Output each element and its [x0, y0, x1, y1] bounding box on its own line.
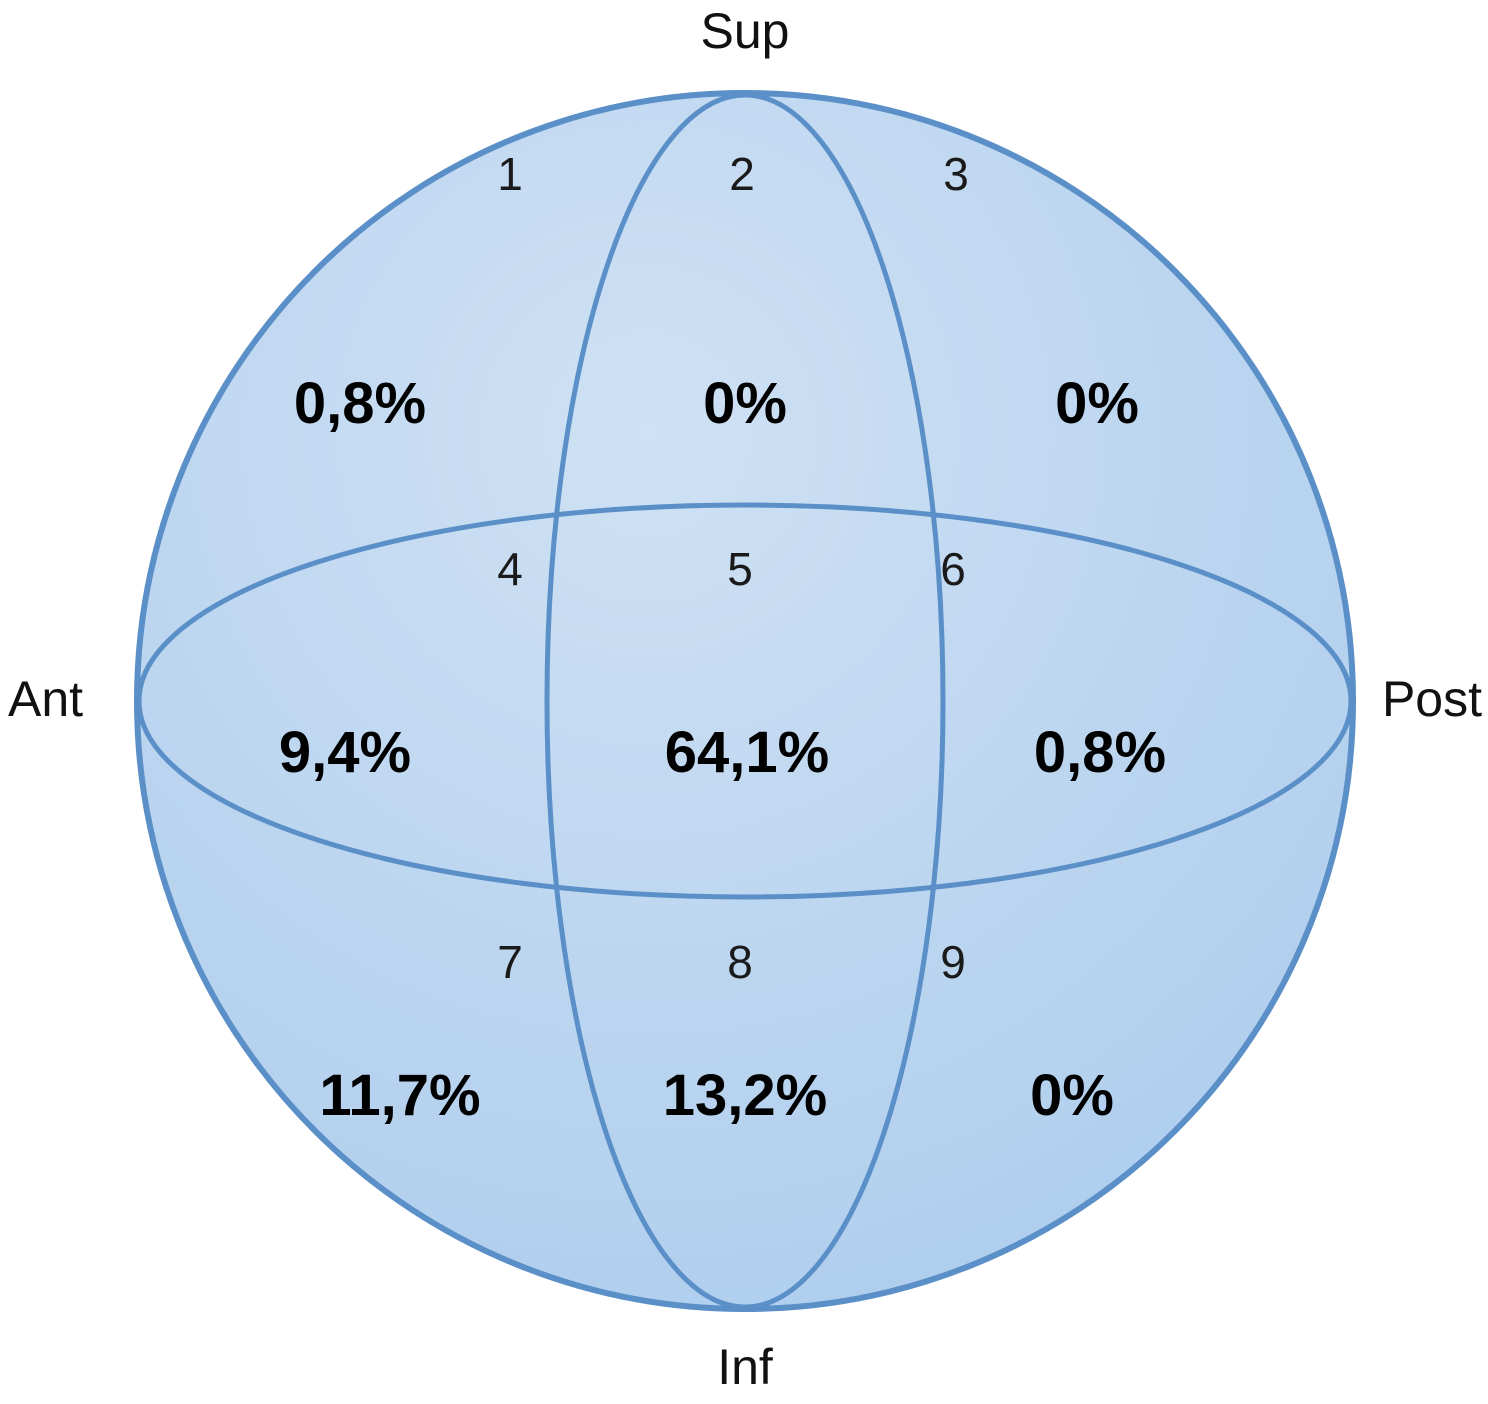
label-anterior: Ant	[8, 671, 83, 727]
label-inferior: Inf	[717, 1339, 773, 1395]
zone-4-percent: 9,4%	[279, 720, 411, 785]
zone-7-number: 7	[497, 936, 523, 988]
zone-7-percent: 11,7%	[319, 1063, 480, 1128]
zone-6-number: 6	[940, 543, 966, 595]
zone-1-percent: 0,8%	[294, 371, 426, 436]
zone-9-percent: 0%	[1030, 1063, 1114, 1128]
zone-2-number: 2	[729, 148, 755, 200]
label-superior: Sup	[701, 3, 790, 59]
zone-4-number: 4	[497, 543, 523, 595]
zone-2-percent: 0%	[703, 371, 787, 436]
zone-3-number: 3	[943, 148, 969, 200]
zone-8-percent: 13,2%	[663, 1063, 827, 1128]
zone-8-number: 8	[727, 936, 753, 988]
zone-9-number: 9	[940, 936, 966, 988]
vertical-meridian-line	[544, 92, 946, 1310]
zone-3-percent: 0%	[1055, 371, 1139, 436]
zone-6-percent: 0,8%	[1034, 720, 1166, 785]
zone-5-number: 5	[727, 543, 753, 595]
zone-5-percent: 64,1%	[665, 720, 829, 785]
horizontal-equator-line	[136, 502, 1354, 900]
zone-1-number: 1	[497, 148, 523, 200]
label-posterior: Post	[1382, 671, 1482, 727]
